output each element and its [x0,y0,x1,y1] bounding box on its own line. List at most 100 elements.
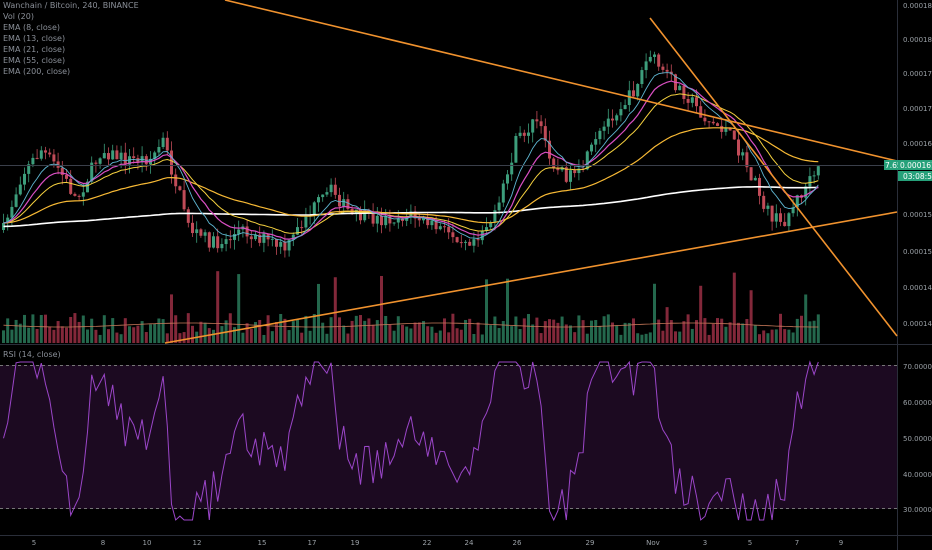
candle-body [23,173,26,185]
volume-bar [636,333,640,343]
candle-body [472,239,476,246]
volume-bar [531,324,535,343]
volume-bar [233,327,236,343]
candle-body [65,175,68,179]
candle-body [283,241,287,251]
candle-body [174,174,178,187]
volume-bar [283,318,287,343]
candle-body [573,170,577,174]
volume-bar [216,271,220,343]
volume-bar [136,325,140,343]
volume-bar [816,314,820,343]
rsi-axis[interactable]: 70.0000 60.0000 50.0000 40.0000 30.0000 [903,363,932,514]
candle-body [380,215,383,226]
candle-body [443,226,446,228]
indicator-ema-21[interactable]: EMA (21, close) [3,45,66,54]
price-axis[interactable]: 0.0001850 0.0001800 0.0001750 0.0001700 0.00… [903,2,932,328]
indicator-ema-55[interactable]: EMA (55, close) [3,56,66,65]
indicator-ema-8[interactable]: EMA (8, close) [3,23,60,32]
volume-bar [812,320,816,343]
ascending-trendline[interactable] [164,211,898,344]
volume-bar [720,318,724,343]
candle-body [77,195,81,197]
volume-bar [556,322,560,343]
candle-body [333,184,337,195]
candle-body [430,220,434,226]
descending-trendline[interactable] [224,0,898,162]
volume-bar [405,326,409,343]
volume-bar [392,330,396,343]
candle-body [342,199,346,207]
candle-body [291,234,295,240]
candle-body [157,146,161,153]
volume-bar [31,314,35,343]
volume-bar [94,329,98,343]
price-tick-label: 0.0001650 [903,140,932,148]
candle-body [86,181,89,193]
volume-bar [711,324,715,343]
volume-bar [552,319,556,343]
volume-bar [724,326,728,343]
indicator-ema-200[interactable]: EMA (200, close) [3,67,71,76]
indicator-rsi[interactable]: RSI (14, close) [3,350,61,359]
candle-body [338,194,341,207]
volume-bar [598,326,602,343]
volume-bar [157,318,161,343]
time-tick-label: 5 [32,539,36,547]
candle-body [237,229,241,235]
candle-body [619,109,623,116]
indicator-vol[interactable]: Vol (20) [3,12,34,21]
volume-bar [443,318,446,343]
symbol-title[interactable]: Wanchain / Bitcoin, 240, BINANCE [3,1,139,10]
candle-body [396,218,400,223]
volume-bar [522,318,526,343]
volume-bar [60,326,64,343]
volume-bar [493,316,497,343]
candle-body [304,216,308,228]
volume-bar [174,315,178,343]
volume-bar [388,324,392,343]
volume-bar [10,329,14,343]
candle-body [531,119,535,133]
candle-body [560,167,564,171]
volume-bar [300,332,304,343]
volume-bar [144,332,148,343]
candle-body [392,222,396,224]
chart-legend[interactable]: Wanchain / Bitcoin, 240, BINANCE Vol (20… [3,0,139,77]
volume-bar [682,321,686,343]
indicator-ema-13[interactable]: EMA (13, close) [3,34,66,43]
volume-bar [791,332,795,343]
candle-body [791,207,795,214]
candle-body [720,125,724,132]
steep-trendline[interactable] [649,17,898,337]
volume-bar [401,324,404,343]
candle-body [329,184,333,193]
candle-body [699,106,703,118]
candle-body [728,128,732,131]
time-axis[interactable]: 5 8 10 12 15 17 19 22 24 26 29 Nov 3 5 7 9 [32,539,843,547]
volume-bar [804,294,808,343]
volume-bar [585,333,589,343]
candle-body [363,210,367,221]
volume-bar [766,333,770,343]
candle-body [170,150,173,175]
candle-body [413,211,417,219]
candle-body [522,132,526,136]
volume-bar [489,325,493,343]
candle-body [741,152,745,156]
time-tick-label: 12 [193,539,202,547]
volume-bar [375,320,379,343]
volume-bar [577,315,581,343]
volume-bar [199,321,203,343]
volume-bar [779,313,782,343]
candle-body [770,205,774,222]
volume-bars [2,271,820,343]
candle-body [39,150,43,159]
time-tick-label: 8 [101,539,105,547]
volume-bar [56,321,60,343]
rsi-legend[interactable]: RSI (14, close) [3,349,61,360]
volume-bar [165,333,169,343]
volume-bar [35,328,39,343]
countdown-badge: 03:08:55 [903,172,932,181]
